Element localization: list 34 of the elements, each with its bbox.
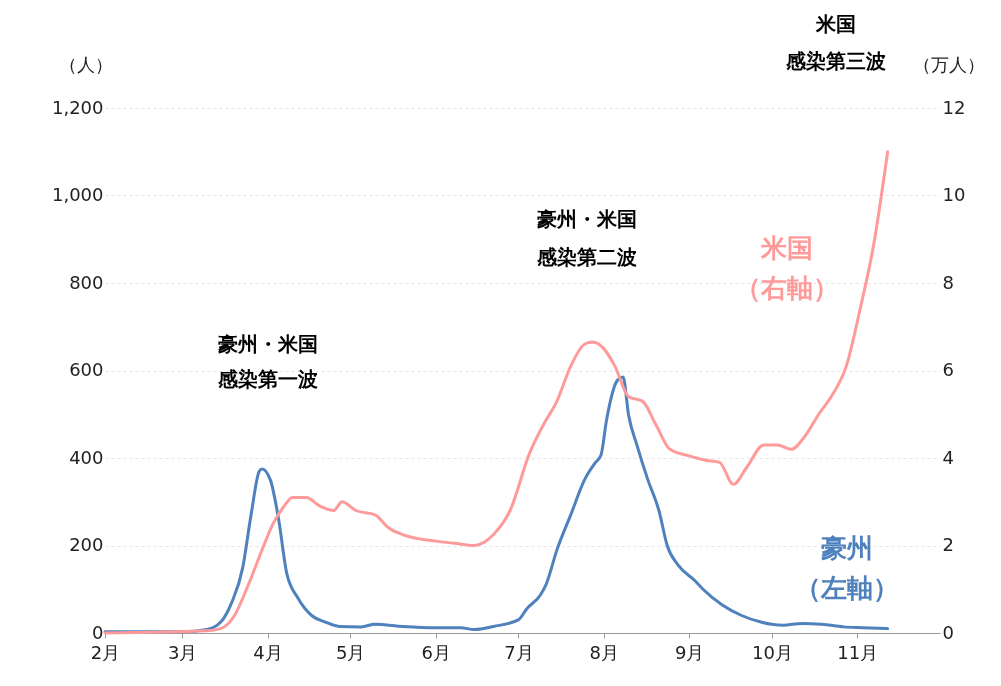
x-tick-label: 7月 bbox=[504, 641, 534, 663]
x-tick-label: 11月 bbox=[837, 641, 879, 663]
x-tick-label: 5月 bbox=[336, 641, 366, 663]
x-tick-label: 8月 bbox=[589, 641, 620, 663]
x-tick-label: 10月 bbox=[751, 641, 793, 663]
y2-tick-label: 0 bbox=[942, 621, 954, 643]
annotation: 豪州・米国 bbox=[536, 207, 637, 231]
y2-tick-label: 4 bbox=[942, 446, 954, 468]
y-tick-label: 0 bbox=[92, 621, 104, 643]
annotation: 豪州・米国 bbox=[217, 332, 318, 356]
y-tick-label: 400 bbox=[69, 446, 104, 468]
x-tick-label: 4月 bbox=[253, 641, 283, 663]
y-axis-title: （人） bbox=[58, 53, 113, 75]
y2-tick-label: 12 bbox=[942, 96, 966, 118]
text: 米国 bbox=[815, 12, 856, 36]
y-tick-label: 1,200 bbox=[51, 96, 104, 118]
y2-tick-label: 10 bbox=[942, 184, 966, 205]
series-label: 米国（右軸） bbox=[735, 233, 839, 303]
annotation: 感染第二波 bbox=[536, 245, 637, 269]
x-tick-label: 2月 bbox=[90, 641, 121, 663]
y2-tick-label: 6 bbox=[942, 359, 954, 380]
y2-tick-label: 2 bbox=[942, 534, 954, 555]
y-tick-label: 600 bbox=[69, 359, 104, 380]
y-tick-label: 1,000 bbox=[51, 184, 104, 205]
text: 感染第三波 bbox=[785, 49, 886, 73]
annotation: 感染第一波 bbox=[217, 367, 318, 391]
x-tick-label: 3月 bbox=[167, 641, 198, 663]
y2-tick-label: 8 bbox=[942, 271, 954, 293]
y-tick-label: 200 bbox=[69, 534, 104, 555]
y-tick-label: 800 bbox=[69, 271, 104, 293]
series-label: 豪州（左軸） bbox=[795, 533, 899, 603]
x-tick-label: 9月 bbox=[675, 641, 705, 663]
x-tick-label: 6月 bbox=[421, 641, 451, 663]
y2-axis-title: （万人） bbox=[912, 53, 985, 75]
